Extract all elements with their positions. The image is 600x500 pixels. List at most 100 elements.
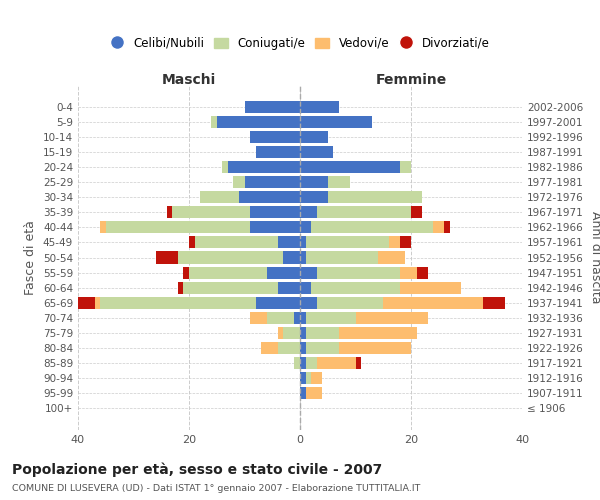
Bar (300, 266, 317, 278)
Bar (300, 131, 328, 143)
Bar (250, 206, 300, 218)
Text: Maschi: Maschi (162, 73, 216, 87)
Bar (400, 282, 461, 294)
Bar (172, 206, 250, 218)
Bar (305, 236, 389, 248)
Bar (311, 282, 400, 294)
Bar (355, 357, 361, 369)
Bar (305, 327, 339, 339)
Bar (300, 146, 334, 158)
Bar (233, 176, 245, 188)
Bar (328, 191, 422, 203)
Bar (178, 282, 184, 294)
Bar (317, 266, 400, 278)
Bar (300, 357, 305, 369)
Bar (317, 357, 355, 369)
Bar (178, 252, 283, 264)
Bar (283, 252, 300, 264)
Bar (295, 312, 300, 324)
Bar (245, 176, 300, 188)
Bar (300, 191, 328, 203)
Bar (411, 206, 422, 218)
Bar (300, 100, 339, 112)
Bar (295, 357, 300, 369)
Bar (416, 266, 428, 278)
Bar (189, 236, 194, 248)
Bar (311, 222, 433, 234)
Bar (317, 296, 383, 309)
Bar (106, 222, 250, 234)
Bar (250, 222, 300, 234)
Bar (305, 357, 317, 369)
Bar (200, 191, 239, 203)
Bar (300, 282, 311, 294)
Bar (311, 372, 322, 384)
Bar (378, 252, 406, 264)
Bar (483, 296, 505, 309)
Bar (222, 161, 228, 173)
Bar (100, 222, 106, 234)
Bar (300, 206, 317, 218)
Bar (266, 266, 300, 278)
Bar (256, 146, 300, 158)
Bar (305, 387, 322, 399)
Bar (300, 252, 305, 264)
Bar (300, 176, 328, 188)
Bar (305, 372, 311, 384)
Bar (184, 282, 278, 294)
Bar (300, 327, 305, 339)
Bar (444, 222, 450, 234)
Bar (95, 296, 100, 309)
Bar (78, 296, 95, 309)
Bar (317, 206, 411, 218)
Bar (300, 312, 305, 324)
Bar (305, 342, 339, 354)
Bar (305, 312, 355, 324)
Bar (300, 296, 317, 309)
Bar (433, 222, 445, 234)
Bar (300, 116, 372, 128)
Bar (217, 116, 300, 128)
Bar (400, 161, 411, 173)
Bar (278, 342, 300, 354)
Bar (156, 252, 178, 264)
Bar (339, 327, 416, 339)
Bar (389, 236, 400, 248)
Bar (278, 282, 300, 294)
Bar (355, 312, 428, 324)
Y-axis label: Anni di nascita: Anni di nascita (589, 211, 600, 304)
Bar (300, 342, 305, 354)
Bar (328, 176, 350, 188)
Bar (300, 372, 305, 384)
Text: COMUNE DI LUSEVERA (UD) - Dati ISTAT 1° gennaio 2007 - Elaborazione TUTTITALIA.I: COMUNE DI LUSEVERA (UD) - Dati ISTAT 1° … (12, 484, 421, 493)
Text: Popolazione per età, sesso e stato civile - 2007: Popolazione per età, sesso e stato civil… (12, 462, 382, 477)
Text: Femmine: Femmine (376, 73, 446, 87)
Bar (250, 312, 266, 324)
Bar (300, 222, 311, 234)
Bar (184, 266, 189, 278)
Bar (278, 327, 283, 339)
Bar (300, 161, 400, 173)
Bar (383, 296, 483, 309)
Bar (228, 161, 300, 173)
Bar (400, 266, 416, 278)
Bar (239, 191, 300, 203)
Bar (100, 296, 256, 309)
Bar (300, 387, 305, 399)
Bar (211, 116, 217, 128)
Bar (400, 236, 411, 248)
Bar (278, 236, 300, 248)
Y-axis label: Fasce di età: Fasce di età (25, 220, 37, 295)
Bar (167, 206, 172, 218)
Bar (194, 236, 278, 248)
Bar (261, 342, 278, 354)
Bar (245, 100, 300, 112)
Bar (300, 236, 305, 248)
Bar (339, 342, 411, 354)
Bar (305, 252, 378, 264)
Legend: Celibi/Nubili, Coniugati/e, Vedovi/e, Divorziati/e: Celibi/Nubili, Coniugati/e, Vedovi/e, Di… (105, 32, 495, 54)
Bar (283, 327, 300, 339)
Bar (250, 131, 300, 143)
Bar (189, 266, 266, 278)
Bar (256, 296, 300, 309)
